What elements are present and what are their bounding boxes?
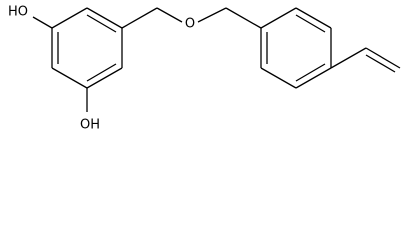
- bond: [86, 67, 123, 89]
- bond: [197, 7, 227, 23]
- atom-label: O: [185, 17, 195, 32]
- bond: [330, 47, 367, 69]
- bond: [156, 7, 183, 23]
- double-bond: [86, 63, 117, 82]
- bond: [295, 67, 332, 89]
- double-bond: [365, 54, 396, 73]
- left-ring: [51, 7, 123, 89]
- bond: [260, 67, 297, 89]
- double-bond: [295, 14, 326, 33]
- atom-label: OH: [80, 118, 100, 133]
- right-ring: [260, 7, 332, 89]
- bond: [51, 7, 88, 29]
- bond: [295, 7, 332, 29]
- atom-label: HO: [8, 5, 28, 20]
- bond: [260, 7, 297, 29]
- bond: [121, 7, 158, 29]
- bond: [86, 7, 123, 29]
- bond: [51, 67, 88, 89]
- bond: [225, 7, 262, 29]
- double-bond: [295, 63, 326, 82]
- bond: [365, 47, 401, 69]
- bond: [32, 16, 53, 29]
- double-bond: [86, 14, 117, 33]
- structure-diagram: HO OH O: [8, 5, 401, 133]
